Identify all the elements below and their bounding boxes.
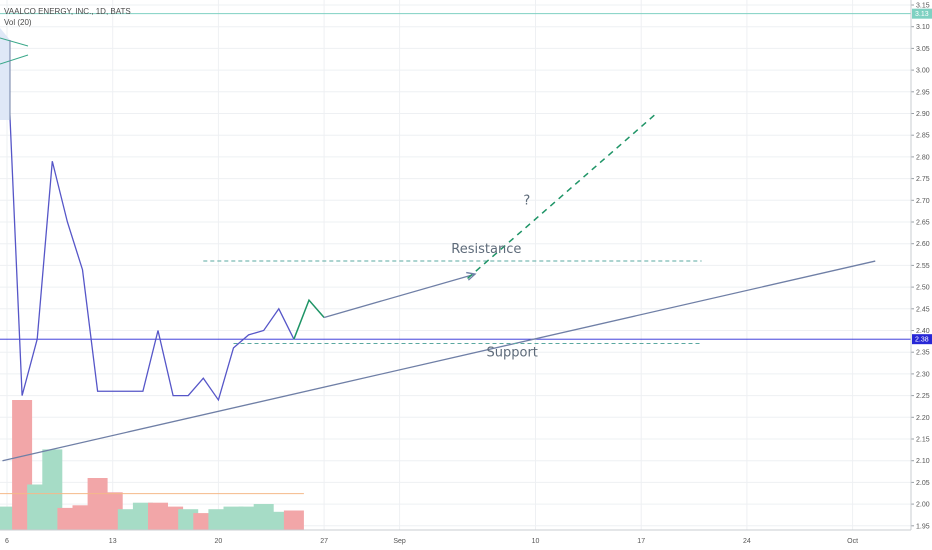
volume-bar	[42, 449, 63, 530]
volume-bar	[117, 509, 138, 530]
chart-lines	[0, 13, 911, 462]
indicator-label: Vol (20)	[4, 18, 32, 27]
volume-bar	[132, 502, 153, 530]
volume-bar	[178, 509, 199, 530]
y-tick-label: 2.75	[916, 176, 930, 183]
y-tick-label: 2.95	[916, 89, 930, 96]
volume-bar	[283, 510, 304, 530]
current-price-badge-bg	[912, 334, 932, 345]
y-tick-label: 2.80	[916, 154, 930, 161]
volume-bar	[72, 505, 93, 530]
x-tick-label: 10	[532, 538, 540, 545]
y-tick-label: 2.10	[916, 458, 930, 465]
volume-bar	[102, 492, 123, 530]
x-axis: 6 13 20 27 Sep 10 17 24 Oct	[0, 529, 911, 545]
chart-title: VAALCO ENERGY, INC., 1D, BATS	[4, 7, 131, 16]
left-fragment-line	[0, 37, 29, 47]
y-tick-label: 2.85	[916, 133, 930, 140]
y-axis: 3.15 3.10 3.05 3.00 2.95 2.90 2.85 2.80 2.75 2.70…	[910, 0, 932, 530]
projection-arrow-head	[466, 271, 477, 281]
support-label: Support	[487, 346, 538, 361]
volume-bar	[268, 511, 289, 530]
x-tick-label: 24	[743, 538, 751, 545]
annotations: Resistance Support?	[451, 193, 538, 360]
x-tick-label: 17	[637, 538, 645, 545]
x-tick-label: Sep	[393, 538, 406, 545]
projection-arrow-line	[323, 273, 476, 319]
uptrend-line	[2, 260, 876, 462]
y-tick-label: 2.45	[916, 306, 930, 313]
upper-level-badge-bg	[912, 8, 932, 19]
y-tick-label: 3.00	[916, 68, 930, 75]
y-tick-label: 3.10	[916, 24, 930, 31]
x-tick-label: 6	[5, 538, 9, 545]
y-tick-label: 2.70	[916, 198, 930, 205]
y-tick-label: 3.15	[916, 3, 930, 10]
y-tick-label: 2.30	[916, 371, 930, 378]
y-tick-label: 2.00	[916, 502, 930, 509]
upper-level-badge-text: 3.13	[915, 11, 929, 18]
y-tick-label: 2.50	[916, 285, 930, 292]
x-tick-label: 13	[109, 538, 117, 545]
y-tick-label: 2.05	[916, 480, 930, 487]
volume-bar	[223, 506, 244, 530]
volume-bar	[148, 502, 168, 530]
volume-bar	[87, 478, 108, 530]
current-price-badge-text: 2.38	[915, 337, 929, 344]
legend: VAALCO ENERGY, INC., 1D, BATS Vol (20)	[4, 6, 131, 28]
y-tick-label: 2.90	[916, 111, 930, 118]
breakout-projection-line	[467, 112, 657, 279]
grid	[0, 0, 911, 530]
y-tick-label: 2.15	[916, 437, 930, 444]
left-shape-fill	[0, 28, 10, 120]
volume-bars	[0, 400, 304, 530]
x-tick-label: Oct	[847, 538, 858, 545]
volume-bar	[193, 513, 214, 530]
left-fragment-line	[0, 54, 29, 65]
volume-bar	[12, 400, 33, 530]
y-tick-label: 2.65	[916, 220, 930, 227]
x-tick-label: 20	[215, 538, 223, 545]
y-tick-label: 2.55	[916, 263, 930, 270]
y-tick-label: 2.60	[916, 241, 930, 248]
price-line	[6, 48, 295, 402]
volume-bar	[238, 506, 259, 530]
volume-bar	[57, 507, 78, 530]
volume-bar	[27, 484, 48, 530]
y-tick-label: 2.25	[916, 393, 930, 400]
y-tick-label: 2.40	[916, 328, 930, 335]
volume-bar	[163, 506, 184, 530]
x-tick-label: 27	[320, 538, 328, 545]
y-tick-label: 2.35	[916, 350, 930, 357]
resistance-label: Resistance	[451, 242, 521, 257]
y-tick-label: 2.20	[916, 415, 930, 422]
volume-bar	[253, 504, 274, 530]
y-tick-label: 3.05	[916, 46, 930, 53]
question-mark: ?	[523, 193, 530, 208]
y-tick-label: 1.95	[916, 523, 930, 530]
volume-bar	[208, 509, 229, 530]
forecast-segment	[293, 298, 325, 340]
